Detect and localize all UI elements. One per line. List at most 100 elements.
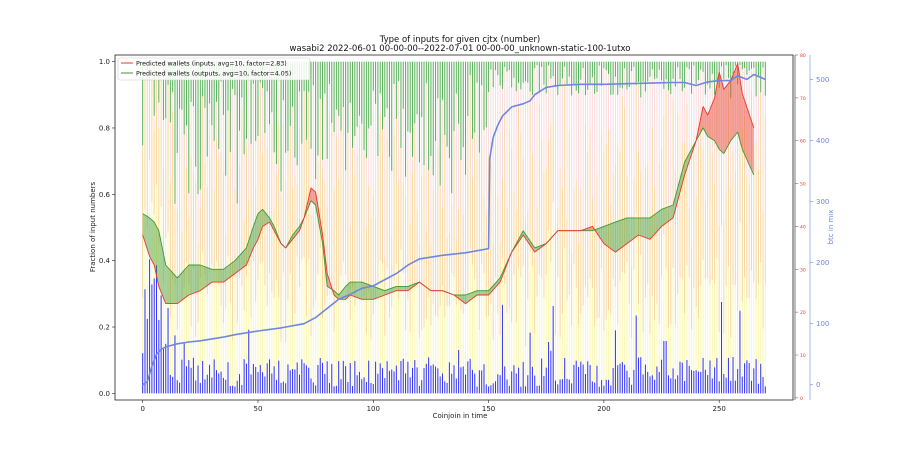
fraction-bar-segment [389,62,390,157]
fraction-bar-segment [617,95,618,147]
x-tick-label: 0 [140,405,144,413]
fraction-bar-segment [643,332,644,375]
fraction-bar-segment [188,62,189,194]
wallet-band-segment [221,269,223,282]
fraction-bar-segment [502,180,503,259]
fraction-bar-segment [675,86,676,171]
fraction-bar-segment [714,184,715,285]
wallet-band-segment [652,214,654,236]
fraction-bar-segment [576,91,577,180]
fraction-bar-segment [592,77,593,198]
fraction-bar-segment [631,385,632,394]
legend: Predicted wallets (inputs, avg=10, facto… [118,58,310,80]
fraction-bar-segment [550,79,551,124]
fraction-bar-segment [481,370,482,393]
fraction-bar-segment [403,62,404,109]
fraction-bar-segment [315,385,316,393]
fraction-bar-segment [361,62,362,124]
fraction-bar-segment [407,299,408,361]
fraction-bar-segment [483,197,484,274]
fraction-bar-segment [324,94,325,182]
fraction-bar-segment [191,368,192,394]
fraction-bar-segment [537,62,538,66]
fraction-bar-segment [221,82,222,152]
fraction-bar-segment [691,247,692,329]
fraction-bar-segment [523,266,524,362]
fraction-bar-segment [477,160,478,291]
fraction-bar-segment [391,62,392,171]
fraction-bar-segment [504,366,505,393]
wallet-band-segment [152,220,154,265]
fraction-bar-segment [437,62,438,99]
fraction-bar-segment [331,123,332,295]
fraction-bar-segment [460,367,461,393]
fraction-bar-segment [666,269,667,341]
fraction-bar-segment [645,297,646,364]
fraction-bar-segment [523,158,524,266]
fraction-bar-segment [733,357,734,393]
fraction-bar-segment [534,62,535,69]
fraction-bar-segment [643,239,644,332]
fraction-bar-segment [502,89,503,180]
fraction-bar-segment [384,117,385,257]
fraction-bar-segment [656,223,657,304]
fraction-bar-segment [624,365,625,394]
chart-subtitle: wasabi2 2022-06-01 00-00-00--2022-07-01 … [290,44,631,54]
fraction-bar-segment [158,103,159,128]
fraction-bar-segment [283,382,284,394]
fraction-bar-segment [380,114,381,260]
wallet-band-segment [611,223,613,250]
fraction-bar-segment [592,381,593,393]
fraction-bar-segment [765,386,766,393]
fraction-bar-segment [244,310,245,359]
fraction-bar-segment [613,368,614,393]
wallet-band-segment [620,220,622,249]
wallet-band [143,64,754,304]
fraction-bar-segment [154,116,155,131]
fraction-bar-segment [451,273,452,374]
fraction-bar-segment [410,377,411,393]
fraction-bar-segment [290,370,291,393]
fraction-bar-segment [576,62,577,91]
fraction-bar-segment [737,310,738,369]
fraction-bar-segment [543,85,544,172]
fraction-bar-segment [756,359,757,393]
fraction-bar-segment [760,364,761,394]
fraction-bar-segment [742,62,743,70]
fraction-bar-segment [306,316,307,365]
fraction-bar-segment [472,62,473,139]
fraction-bar-segment [394,62,395,84]
fraction-bar-segment [198,62,199,194]
fraction-bar-segment [693,371,694,393]
fraction-bar-segment [566,300,567,379]
fraction-bar-segment [377,62,378,156]
fraction-bar-segment [663,89,664,116]
fraction-bar-segment [486,215,487,318]
fraction-bar-segment [451,62,452,194]
fraction-bar-segment [170,122,171,182]
fraction-bar-segment [626,371,627,394]
fraction-bar-segment [366,382,367,393]
fraction-bar-segment [550,351,551,394]
fraction-bar-segment [592,62,593,78]
fraction-bar-segment [620,152,621,281]
wallet-band-segment [477,291,479,295]
fraction-bar-segment [297,184,298,256]
fraction-bar-segment [435,141,436,315]
fraction-bar-segment [719,381,720,393]
fraction-bar-segment [555,87,556,234]
fraction-bar-segment [700,62,701,70]
fraction-bar-segment [453,277,454,366]
fraction-bar-segment [463,313,464,366]
fraction-bar-segment [739,311,740,394]
fraction-bar-segment [394,281,395,371]
fraction-bar-segment [193,171,194,268]
wallet-band-segment [479,291,481,295]
fraction-bar-segment [557,95,558,208]
fraction-bar-segment [532,367,533,394]
fraction-bar-segment [668,328,669,375]
fraction-bar-segment [594,383,595,394]
fraction-bar-segment [437,368,438,393]
fraction-bar-segment [553,203,554,306]
wallet-band-segment [613,222,615,252]
